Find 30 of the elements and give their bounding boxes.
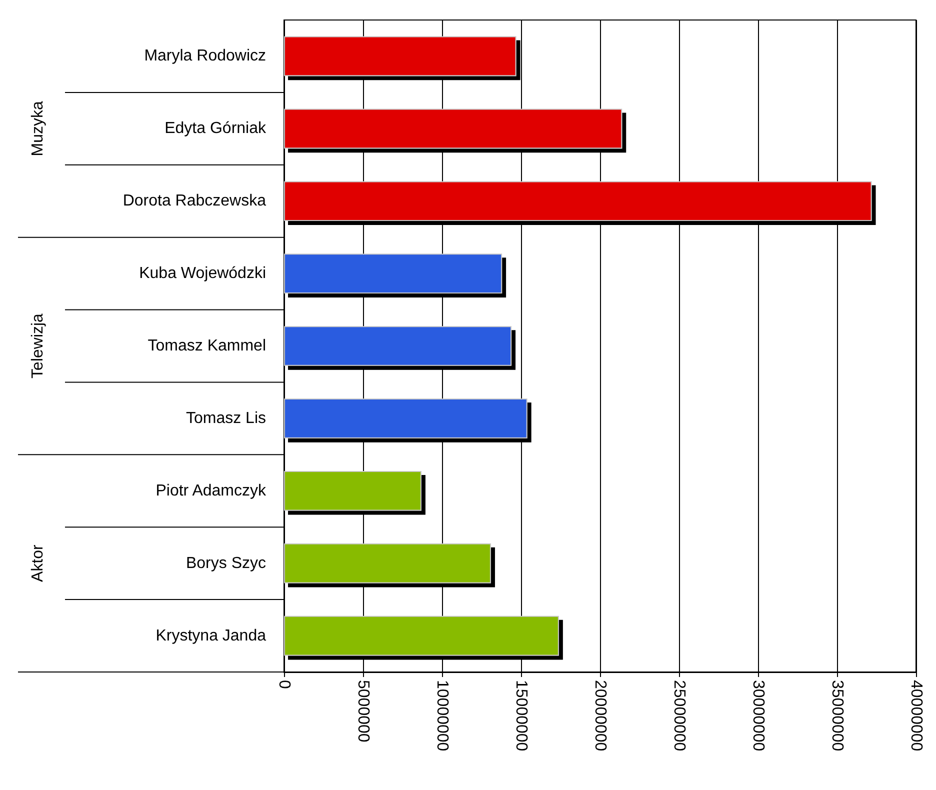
bar — [284, 326, 512, 366]
y-tick-label: Dorota Rabczewska — [122, 192, 266, 210]
x-tick-label: 20000000 — [592, 680, 608, 752]
x-tick-label: 15000000 — [512, 680, 530, 752]
text: Aktor — [30, 544, 46, 582]
x-tick-label: 0 — [276, 680, 292, 689]
bar — [284, 398, 528, 438]
y-tick-label: Maryla Rodowicz — [144, 48, 266, 65]
y-tick-label: Tomasz Lis — [186, 410, 266, 427]
y-tick-label: Piotr Adamczyk — [156, 482, 267, 500]
y-tick-label: Tomasz Kammel — [148, 338, 266, 354]
x-tick-label: 30000000 — [750, 680, 766, 752]
text: Muzyka — [30, 101, 46, 156]
y-tick-label: Borys Szyc — [186, 554, 266, 572]
x-tick-label: 25000000 — [670, 680, 688, 752]
x-tick-label: 40000000 — [908, 680, 924, 752]
bar — [284, 254, 502, 294]
bar — [284, 543, 491, 584]
y-tick-label: Krystyna Janda — [156, 627, 266, 644]
x-tick-label: 35000000 — [828, 680, 846, 752]
y-tick-label: Kuba Wojewódzki — [139, 265, 266, 282]
bar — [284, 616, 559, 656]
y-tick-label: Edyta Górniak — [164, 120, 267, 138]
x-tick-label: 5000000 — [354, 680, 372, 742]
x-tick-label: 10000000 — [434, 680, 450, 752]
text: Telewizja — [30, 313, 46, 378]
bar — [284, 181, 872, 222]
bar — [284, 36, 516, 76]
bar — [284, 108, 622, 149]
bar — [284, 470, 422, 511]
